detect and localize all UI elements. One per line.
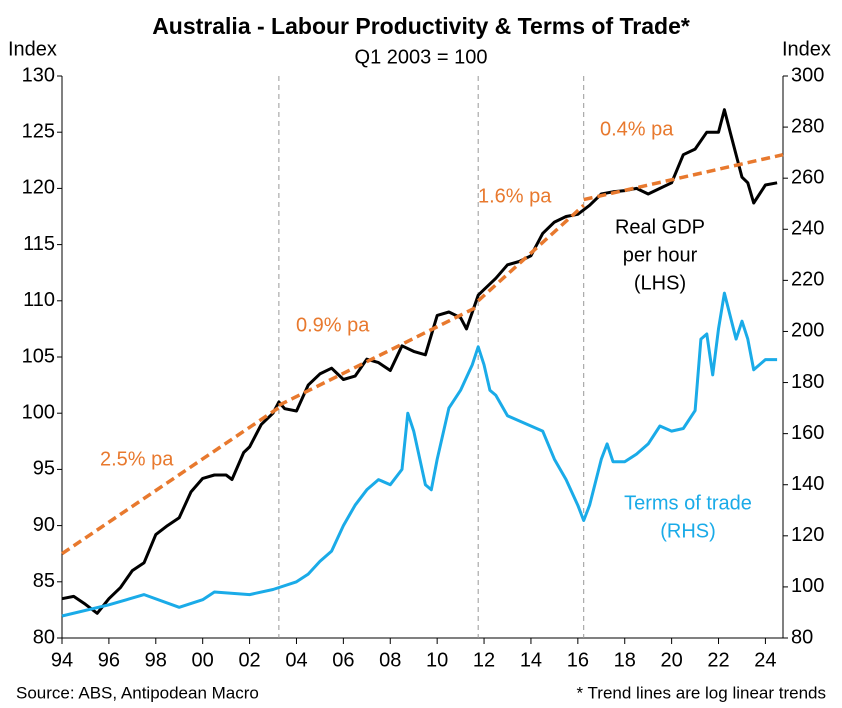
footnote: * Trend lines are log linear trends xyxy=(577,683,826,702)
x-tick-label: 14 xyxy=(520,649,542,671)
y-tick-label: 110 xyxy=(23,289,55,311)
series-label: (LHS) xyxy=(634,272,686,294)
trend-line xyxy=(583,152,784,202)
y2-tick-label: 280 xyxy=(791,115,824,137)
x-tick-label: 96 xyxy=(98,649,120,671)
data-line xyxy=(61,108,778,615)
x-tick-label: 12 xyxy=(473,649,495,671)
x-tick-label: 24 xyxy=(754,649,776,671)
y-tick-label: 90 xyxy=(33,514,55,536)
series-label: (RHS) xyxy=(660,520,716,542)
y-tick-label: 130 xyxy=(22,64,55,86)
y2-tick-label: 160 xyxy=(791,422,824,444)
y2-tick-label: 220 xyxy=(791,269,824,291)
x-tick-label: 16 xyxy=(567,649,589,671)
y2-tick-label: 120 xyxy=(791,524,824,546)
x-tick-label: 10 xyxy=(426,649,448,671)
trend-line xyxy=(61,406,280,556)
y-tick-label: 105 xyxy=(22,345,55,367)
x-tick-label: 22 xyxy=(707,649,729,671)
series-label: Terms of trade xyxy=(624,492,752,514)
x-tick-label: 06 xyxy=(332,649,354,671)
y2-axis-title: Index xyxy=(782,38,831,60)
x-tick-label: 00 xyxy=(192,649,214,671)
trend-label: 0.9% pa xyxy=(296,314,370,336)
y-tick-label: 125 xyxy=(22,120,55,142)
y2-tick-label: 300 xyxy=(791,64,824,86)
y-tick-label: 95 xyxy=(33,458,55,480)
y-tick-label: 80 xyxy=(33,626,55,648)
x-tick-label: 04 xyxy=(285,649,307,671)
y2-tick-label: 140 xyxy=(791,473,824,495)
y2-tick-label: 200 xyxy=(791,320,824,342)
x-tick-label: 94 xyxy=(51,649,73,671)
y2-tick-label: 100 xyxy=(791,575,824,597)
y-axis-title: Index xyxy=(8,38,57,60)
x-tick-label: 18 xyxy=(614,649,636,671)
y2-tick-label: 80 xyxy=(791,626,813,648)
source-note: Source: ABS, Antipodean Macro xyxy=(16,683,259,702)
trend-line xyxy=(477,204,585,303)
y-tick-label: 115 xyxy=(23,233,55,255)
trend-line xyxy=(278,304,479,407)
y2-tick-label: 180 xyxy=(791,371,824,393)
x-tick-label: 20 xyxy=(661,649,683,671)
x-tick-label: 08 xyxy=(379,649,401,671)
x-tick-label: 02 xyxy=(238,649,260,671)
series-label: Real GDP xyxy=(615,216,705,238)
trend-label: 0.4% pa xyxy=(600,118,674,140)
y-tick-label: 85 xyxy=(33,570,55,592)
y-tick-label: 100 xyxy=(22,401,55,423)
y2-tick-label: 240 xyxy=(791,218,824,240)
chart-subtitle: Q1 2003 = 100 xyxy=(355,46,488,68)
y-tick-label: 120 xyxy=(22,177,55,199)
data-line xyxy=(61,291,778,618)
trend-label: 2.5% pa xyxy=(100,448,174,470)
y2-tick-label: 260 xyxy=(791,166,824,188)
x-tick-label: 98 xyxy=(145,649,167,671)
series-label: per hour xyxy=(623,244,698,266)
trend-label: 1.6% pa xyxy=(478,185,552,207)
chart-title: Australia - Labour Productivity & Terms … xyxy=(152,13,690,39)
